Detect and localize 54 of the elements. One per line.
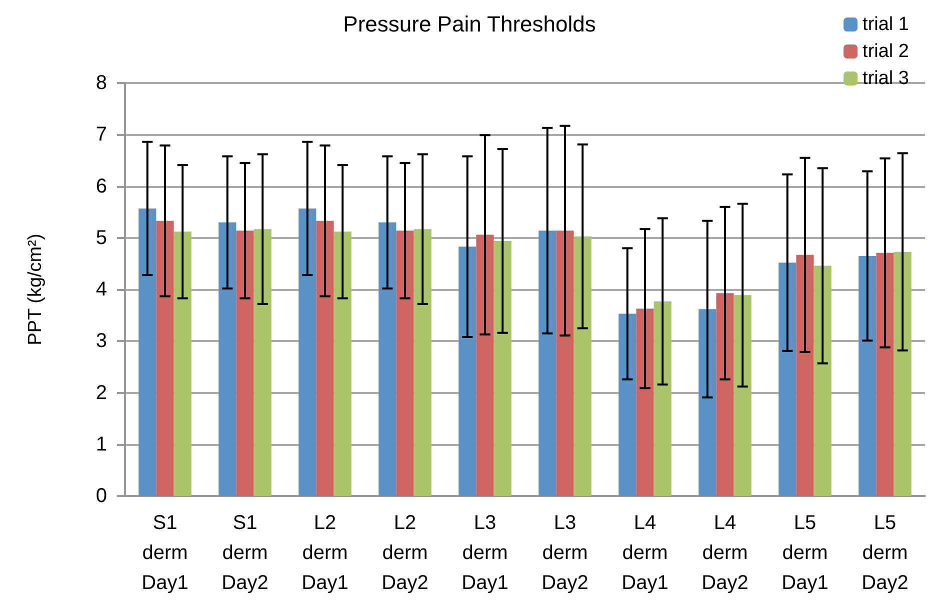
bar xyxy=(458,246,476,496)
bar xyxy=(414,229,432,496)
y-tick-label: 2 xyxy=(96,382,107,404)
legend-label: trial 2 xyxy=(862,41,910,62)
y-tick-label: 8 xyxy=(96,72,107,94)
chart-title: Pressure Pain Thresholds xyxy=(343,12,596,36)
bar xyxy=(396,230,414,496)
bar xyxy=(236,230,254,496)
bar xyxy=(138,208,156,496)
y-tick-label: 6 xyxy=(96,175,107,198)
bar xyxy=(796,254,814,496)
x-tick-label: L3 derm Day1 xyxy=(462,512,508,594)
x-tick-label: L3 derm Day2 xyxy=(542,512,588,594)
x-tick-label: S1 derm Day2 xyxy=(222,512,268,594)
x-tick-label: L4 derm Day1 xyxy=(622,512,668,594)
bar xyxy=(636,308,654,496)
bar xyxy=(618,314,636,496)
y-tick-label: 5 xyxy=(96,226,107,249)
bar xyxy=(716,293,734,496)
bar xyxy=(254,229,272,496)
bar xyxy=(538,230,556,496)
y-tick-label: 0 xyxy=(96,485,107,507)
y-tick-label: 1 xyxy=(96,433,107,456)
x-tick-label: L5 derm Day1 xyxy=(782,512,828,594)
y-tick-label: 7 xyxy=(96,124,107,146)
y-tick-label: 4 xyxy=(96,278,107,300)
bar xyxy=(156,220,174,496)
bar xyxy=(316,220,334,496)
x-tick-label: L5 derm Day2 xyxy=(862,512,908,594)
bar xyxy=(298,208,316,496)
legend-label: trial 1 xyxy=(862,14,910,35)
bar xyxy=(218,222,236,496)
bar xyxy=(698,309,716,496)
legend-label: trial 3 xyxy=(862,68,910,89)
bar xyxy=(334,232,352,496)
bar xyxy=(494,240,512,496)
bar xyxy=(814,266,832,496)
bar xyxy=(858,256,876,496)
bar xyxy=(476,234,494,496)
bar xyxy=(894,252,912,496)
bar xyxy=(734,295,752,496)
x-tick-label: L4 derm Day2 xyxy=(702,512,748,594)
bar xyxy=(378,222,396,496)
bar xyxy=(574,236,592,496)
x-tick-label: L2 derm Day2 xyxy=(382,512,428,594)
bar xyxy=(876,252,894,496)
bar xyxy=(174,232,192,496)
y-tick-label: 3 xyxy=(96,330,107,352)
bar xyxy=(654,301,672,496)
x-tick-label: S1 derm Day1 xyxy=(142,512,188,594)
x-tick-label: L2 derm Day1 xyxy=(302,512,348,594)
bar xyxy=(556,230,574,496)
y-axis-title: PPT (kg/cm²) xyxy=(25,234,46,346)
bar xyxy=(778,262,796,496)
